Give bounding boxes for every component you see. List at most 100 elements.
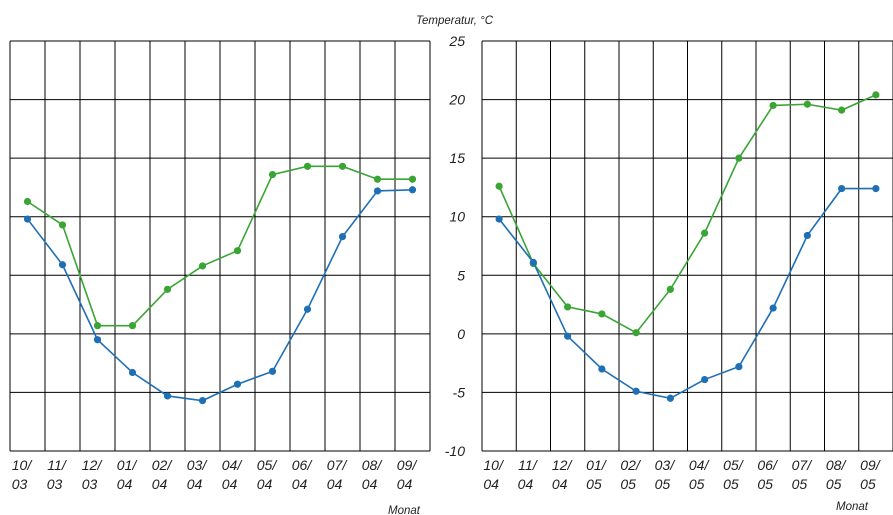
data-point bbox=[666, 394, 674, 402]
series-line-1 bbox=[498, 94, 877, 334]
x-tick-label-month: 07/ bbox=[327, 457, 349, 473]
data-point bbox=[838, 185, 846, 193]
data-point bbox=[872, 91, 880, 99]
y-tick-label: 10 bbox=[449, 209, 465, 225]
data-point bbox=[564, 303, 572, 311]
x-tick-label-year: 03 bbox=[12, 476, 28, 492]
series-line-1 bbox=[27, 165, 413, 327]
x-tick-label-month: 10/ bbox=[483, 457, 505, 473]
x-tick-label-year: 04 bbox=[257, 476, 273, 492]
x-tick-label-year: 05 bbox=[723, 476, 739, 492]
data-point bbox=[598, 310, 606, 318]
x-tick-label-year: 05 bbox=[792, 476, 808, 492]
data-point bbox=[564, 332, 572, 340]
x-tick-label-month: 11/ bbox=[47, 457, 68, 473]
x-tick-label-month: 10/ bbox=[12, 457, 34, 473]
data-point bbox=[803, 231, 811, 240]
x-tick-label-year: 04 bbox=[117, 476, 133, 492]
data-point bbox=[408, 186, 417, 194]
x-tick-label-month: 03/ bbox=[655, 457, 677, 473]
data-point bbox=[373, 187, 382, 195]
data-point bbox=[529, 258, 537, 266]
data-point bbox=[233, 380, 242, 388]
data-point bbox=[233, 247, 242, 255]
x-tick-label-year: 05 bbox=[826, 476, 842, 492]
series-line-2 bbox=[498, 187, 876, 400]
x-tick-label-month: 11/ bbox=[518, 457, 539, 473]
data-point bbox=[598, 365, 606, 373]
data-point bbox=[163, 285, 172, 293]
data-point bbox=[93, 322, 102, 330]
x-tick-label-year: 03 bbox=[82, 476, 98, 492]
x-tick-label-year: 04 bbox=[222, 476, 238, 492]
data-point bbox=[495, 182, 503, 190]
data-point bbox=[408, 175, 417, 183]
data-point bbox=[93, 336, 102, 344]
data-point bbox=[338, 162, 347, 170]
data-point bbox=[769, 304, 777, 312]
x-tick-label-year: 04 bbox=[292, 476, 308, 492]
data-point bbox=[838, 106, 846, 114]
y-tick-label: -5 bbox=[453, 384, 466, 400]
y-tick-label: 20 bbox=[448, 92, 465, 108]
data-point bbox=[495, 215, 503, 223]
data-point bbox=[198, 262, 207, 270]
data-point bbox=[128, 368, 137, 377]
x-tick-label-year: 05 bbox=[689, 476, 705, 492]
x-tick-label-year: 05 bbox=[860, 476, 876, 492]
x-tick-label-year: 05 bbox=[620, 476, 636, 492]
x-tick-label-year: 03 bbox=[47, 476, 63, 492]
x-tick-label-month: 05/ bbox=[723, 457, 745, 473]
x-axis-label: Monat bbox=[836, 501, 869, 513]
y-tick-label: -10 bbox=[445, 443, 465, 459]
x-tick-label-month: 09/ bbox=[860, 457, 882, 473]
x-tick-label-year: 04 bbox=[187, 476, 203, 492]
data-point bbox=[58, 261, 67, 269]
x-tick-label-month: 01/ bbox=[117, 457, 139, 473]
x-tick-label-year: 05 bbox=[586, 476, 602, 492]
y-tick-label: 0 bbox=[457, 326, 465, 342]
data-point bbox=[735, 363, 743, 371]
data-point bbox=[58, 221, 67, 229]
x-tick-label-year: 05 bbox=[757, 476, 773, 492]
x-tick-label-year: 04 bbox=[483, 476, 499, 492]
x-tick-label-month: 12/ bbox=[552, 457, 574, 473]
data-point bbox=[268, 367, 277, 375]
chart-right: -10-5051015202510/0411/0412/0401/0502/05… bbox=[416, 15, 893, 513]
data-point bbox=[872, 185, 880, 193]
x-tick-label-year: 04 bbox=[518, 476, 534, 492]
x-tick-label-year: 04 bbox=[397, 476, 413, 492]
data-point bbox=[303, 162, 312, 170]
x-tick-label-month: 04/ bbox=[222, 457, 244, 473]
series-line-2 bbox=[26, 188, 413, 402]
data-point bbox=[373, 175, 382, 183]
data-point bbox=[803, 100, 811, 108]
data-point bbox=[23, 215, 32, 223]
data-point bbox=[632, 387, 640, 395]
data-point bbox=[268, 170, 277, 179]
data-point bbox=[701, 375, 709, 384]
x-tick-label-year: 04 bbox=[362, 476, 378, 492]
data-point bbox=[303, 305, 312, 313]
data-point bbox=[163, 392, 172, 400]
data-point bbox=[23, 197, 32, 206]
data-point bbox=[701, 229, 709, 237]
x-tick-label-year: 05 bbox=[655, 476, 671, 492]
data-point bbox=[128, 322, 137, 330]
y-tick-label: 5 bbox=[457, 267, 465, 283]
y-tick-label: 25 bbox=[448, 33, 465, 49]
x-tick-label-month: 05/ bbox=[257, 457, 279, 473]
data-point bbox=[198, 397, 207, 405]
x-tick-label-month: 08/ bbox=[362, 457, 384, 473]
data-point bbox=[632, 329, 640, 337]
data-point bbox=[338, 233, 347, 241]
x-tick-label-month: 02/ bbox=[152, 457, 174, 473]
data-point bbox=[769, 101, 777, 110]
x-tick-label-month: 06/ bbox=[757, 457, 779, 473]
x-tick-label-month: 06/ bbox=[292, 457, 314, 473]
x-tick-label-month: 08/ bbox=[826, 457, 848, 473]
x-tick-label-month: 02/ bbox=[620, 457, 642, 473]
y-axis-label: Temperatur, °C bbox=[416, 15, 494, 27]
x-tick-label-month: 04/ bbox=[689, 457, 711, 473]
